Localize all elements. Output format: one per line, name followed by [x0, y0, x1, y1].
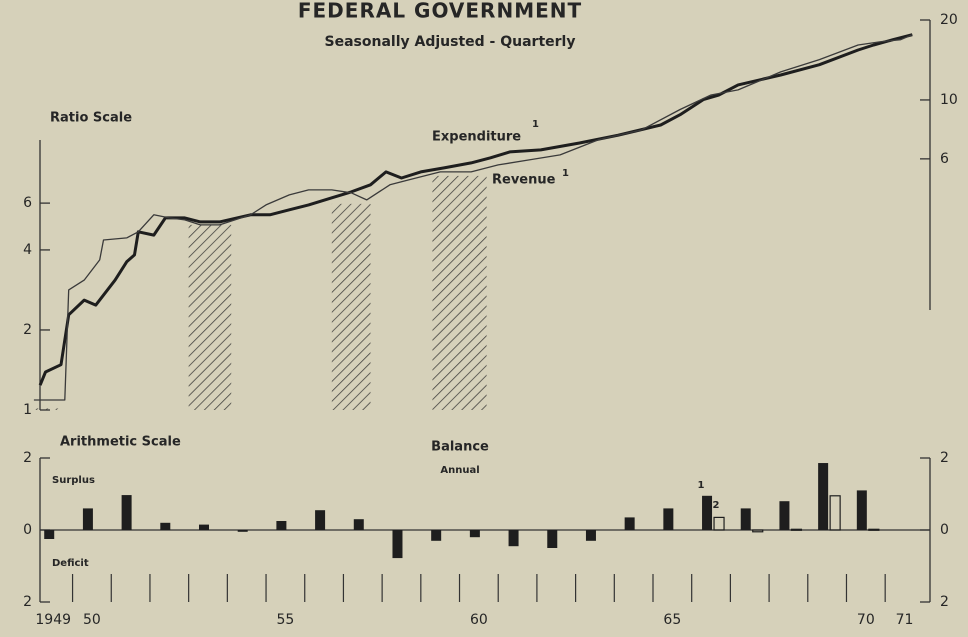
y2-tick-label: 0	[940, 522, 949, 538]
x-tick-label: 50	[83, 612, 101, 628]
chart-title: FEDERAL GOVERNMENT	[298, 0, 582, 23]
bar	[392, 530, 403, 559]
y2-tick-label: 2	[940, 450, 949, 466]
x-tick-label: 60	[470, 612, 488, 628]
series-note: 1	[532, 119, 539, 130]
y-tick-label: 2	[23, 594, 32, 610]
y-tick-label: 2	[23, 450, 32, 466]
y2-tick-label: 2	[940, 594, 949, 610]
bar	[353, 519, 364, 530]
bar	[44, 530, 55, 539]
bar	[276, 521, 287, 530]
y2-tick-label: 6	[940, 151, 949, 167]
bar	[713, 516, 725, 531]
surplus-label: Surplus	[52, 475, 95, 486]
x-tick-label: 1949	[35, 612, 71, 628]
series-label: 2	[713, 500, 720, 511]
series-line	[38, 33, 913, 386]
recession-band	[188, 224, 232, 410]
recession-band	[331, 203, 371, 410]
panel-title: Balance	[431, 440, 489, 455]
x-tick-label: 65	[663, 612, 681, 628]
deficit-label: Deficit	[52, 558, 89, 569]
bar	[818, 463, 829, 530]
bar	[469, 530, 480, 538]
bar	[856, 490, 867, 530]
bar	[663, 508, 674, 530]
bar	[779, 501, 790, 530]
bar	[752, 529, 764, 533]
series-label: Expenditure	[432, 130, 521, 145]
series-label: 1	[698, 480, 705, 491]
y-tick-label: 0	[23, 522, 32, 538]
bar	[829, 495, 841, 531]
bar	[868, 528, 880, 531]
bar	[585, 530, 596, 541]
bar	[82, 508, 93, 530]
bar	[547, 530, 558, 548]
bar	[790, 528, 803, 531]
y2-tick-label: 20	[940, 12, 958, 28]
x-tick-label: 71	[896, 612, 914, 628]
bar	[121, 495, 132, 530]
y-tick-label: 1	[23, 402, 32, 418]
recession-band	[33, 408, 65, 410]
panel-subtitle: Annual	[440, 465, 479, 476]
y-tick-label: 6	[23, 195, 32, 211]
x-tick-label: 55	[276, 612, 294, 628]
x-tick-label: 70	[857, 612, 875, 628]
bar	[315, 510, 326, 530]
series-note: 1	[562, 168, 569, 179]
recession-band	[432, 175, 487, 410]
series-label: Revenue	[492, 173, 556, 188]
bar	[508, 530, 519, 547]
axis-label: Ratio Scale	[50, 111, 132, 126]
series-line	[33, 34, 913, 401]
bar	[431, 530, 442, 541]
bar	[199, 524, 209, 530]
bar	[740, 508, 751, 530]
axis-label: Arithmetic Scale	[60, 435, 181, 450]
y-tick-label: 4	[23, 242, 32, 258]
bar	[624, 517, 635, 530]
y-tick-label: 2	[23, 322, 32, 338]
bar	[160, 522, 171, 530]
y2-tick-label: 10	[940, 92, 958, 108]
bar	[702, 495, 713, 530]
bar	[237, 530, 248, 532]
chart-subtitle: Seasonally Adjusted - Quarterly	[325, 34, 576, 50]
